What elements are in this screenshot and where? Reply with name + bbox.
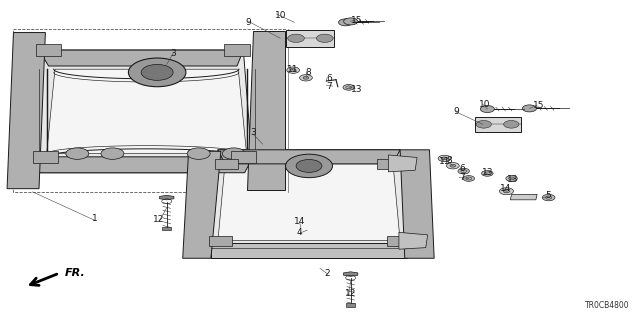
Text: 7: 7 (460, 173, 465, 182)
Circle shape (287, 67, 300, 73)
Text: TR0CB4800: TR0CB4800 (585, 301, 630, 310)
Bar (209, 236, 232, 246)
Polygon shape (47, 69, 246, 154)
Text: 5: 5 (545, 191, 551, 200)
Polygon shape (510, 195, 537, 200)
Circle shape (291, 69, 296, 72)
Circle shape (506, 176, 517, 181)
Circle shape (222, 148, 245, 159)
Text: 3: 3 (250, 128, 256, 137)
Polygon shape (346, 303, 355, 307)
Circle shape (296, 159, 322, 172)
Bar (36, 44, 61, 56)
Polygon shape (7, 33, 45, 189)
Polygon shape (182, 151, 221, 258)
Text: 11: 11 (439, 157, 451, 166)
Bar (387, 236, 410, 246)
Text: FR.: FR. (65, 268, 85, 278)
Text: 6: 6 (460, 164, 465, 173)
Circle shape (442, 157, 447, 160)
Circle shape (504, 121, 519, 128)
Circle shape (288, 34, 305, 43)
Polygon shape (344, 272, 358, 276)
Bar (377, 159, 400, 169)
Text: 2: 2 (325, 268, 330, 278)
Circle shape (317, 34, 333, 43)
Text: 8: 8 (306, 68, 312, 77)
Polygon shape (218, 150, 400, 164)
Text: 14: 14 (294, 217, 305, 226)
Circle shape (499, 188, 513, 195)
Circle shape (480, 106, 494, 113)
Polygon shape (39, 50, 243, 66)
Bar (230, 151, 256, 163)
Circle shape (303, 76, 309, 79)
Text: 15: 15 (532, 101, 544, 110)
Text: 10: 10 (275, 11, 286, 20)
Polygon shape (388, 155, 417, 172)
Circle shape (187, 148, 210, 159)
Polygon shape (218, 164, 400, 241)
Circle shape (522, 105, 536, 112)
Text: 9: 9 (454, 107, 460, 116)
Text: 13: 13 (351, 85, 363, 94)
Bar (33, 151, 58, 163)
Text: 4: 4 (297, 228, 302, 237)
Circle shape (481, 171, 493, 176)
Polygon shape (399, 232, 428, 249)
Text: 1: 1 (92, 214, 98, 223)
Text: 13: 13 (507, 175, 518, 184)
Bar (287, 30, 334, 47)
Circle shape (66, 148, 89, 159)
Text: 12: 12 (345, 289, 356, 298)
Text: 12: 12 (154, 215, 164, 224)
Text: 9: 9 (246, 18, 252, 27)
Bar (215, 159, 238, 169)
Text: 8: 8 (446, 156, 452, 165)
Circle shape (129, 58, 186, 87)
Polygon shape (163, 227, 172, 230)
Polygon shape (26, 157, 253, 173)
Text: 10: 10 (479, 100, 490, 109)
Circle shape (344, 18, 358, 25)
Text: 13: 13 (481, 168, 493, 177)
Circle shape (343, 84, 355, 90)
Circle shape (463, 176, 474, 181)
Text: 7: 7 (326, 82, 332, 91)
Text: 11: 11 (287, 65, 299, 74)
Circle shape (339, 19, 353, 26)
Polygon shape (246, 31, 285, 190)
Circle shape (542, 195, 555, 201)
Polygon shape (211, 243, 407, 258)
Polygon shape (29, 50, 253, 173)
Bar (224, 44, 250, 56)
Circle shape (476, 121, 492, 128)
Text: 6: 6 (326, 74, 332, 83)
Circle shape (141, 64, 173, 80)
Text: 15: 15 (351, 16, 363, 25)
Circle shape (300, 75, 312, 81)
Polygon shape (159, 195, 174, 200)
Circle shape (101, 148, 124, 159)
Circle shape (458, 168, 469, 174)
Circle shape (450, 164, 456, 167)
Circle shape (285, 154, 333, 178)
Bar (474, 117, 520, 132)
Polygon shape (400, 150, 434, 258)
Text: 14: 14 (499, 184, 511, 193)
Circle shape (503, 190, 509, 193)
Circle shape (447, 163, 460, 169)
Circle shape (438, 155, 451, 162)
Text: 3: 3 (170, 49, 176, 58)
Polygon shape (211, 150, 407, 258)
